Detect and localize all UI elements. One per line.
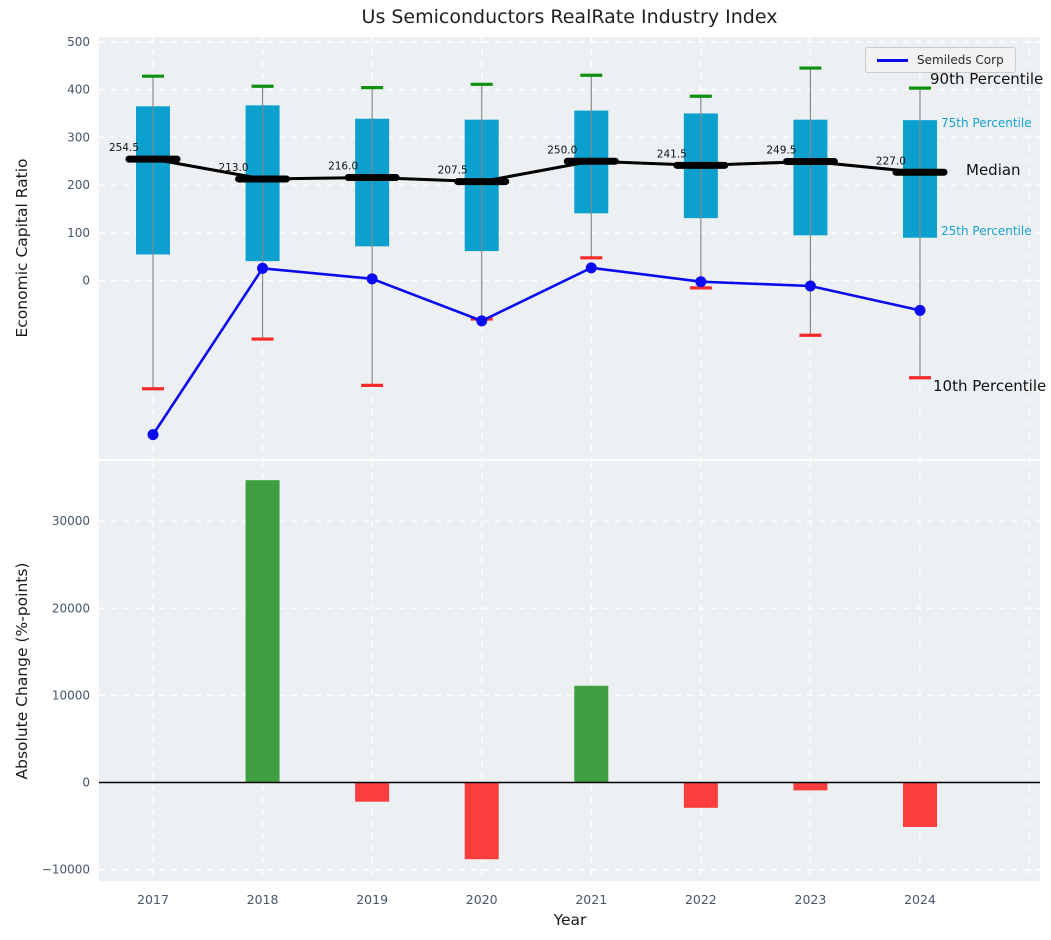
top-y-tick-label: 300	[67, 130, 90, 144]
legend-label: Semileds Corp	[917, 53, 1004, 67]
semileds-point	[147, 429, 159, 441]
semileds-point	[695, 276, 707, 288]
median-value-label: 207.5	[438, 165, 468, 177]
top-y-tick-label: 500	[67, 35, 90, 49]
bottom-y-tick-label: 30000	[52, 514, 90, 528]
bottom-plot-area	[99, 461, 1040, 881]
median-value-label: 227.0	[876, 155, 906, 167]
bottom-y-tick-label: 10000	[52, 688, 90, 702]
annotation-median: Median	[966, 161, 1021, 179]
bottom-y-tick-label: −10000	[42, 863, 90, 877]
change-bar	[902, 782, 937, 827]
annotation-90th-percentile: 90th Percentile	[930, 70, 1044, 88]
x-tick-label: 2020	[466, 892, 498, 907]
change-bar	[793, 782, 828, 791]
bottom-y-axis-label: Absolute Change (%-points)	[13, 562, 31, 780]
change-bar	[464, 782, 499, 860]
change-bar	[245, 480, 280, 783]
change-bar	[355, 782, 390, 802]
semileds-point	[257, 262, 269, 274]
semileds-point	[476, 315, 488, 327]
annotation-25th-percentile: 25th Percentile	[941, 224, 1032, 238]
top-plot-area	[99, 37, 1040, 459]
top-y-tick-label: 200	[67, 178, 90, 192]
median-value-label: 213.0	[219, 162, 249, 174]
x-tick-label: 2022	[685, 892, 717, 907]
bottom-y-tick-label: 0	[82, 776, 90, 790]
x-axis-label: Year	[553, 911, 587, 929]
bottom-y-tick-label: 20000	[52, 601, 90, 615]
top-y-tick-label: 400	[67, 83, 90, 97]
change-bar	[574, 685, 609, 783]
x-tick-label: 2021	[575, 892, 607, 907]
top-y-tick-label: 0	[82, 274, 90, 288]
median-value-label: 216.0	[328, 161, 358, 173]
x-tick-label: 2023	[795, 892, 827, 907]
annotation-75th-percentile: 75th Percentile	[941, 116, 1032, 130]
median-value-label: 241.5	[657, 148, 687, 160]
semileds-point	[914, 304, 926, 316]
top-y-tick-label: 100	[67, 226, 90, 240]
x-tick-label: 2017	[137, 892, 169, 907]
x-tick-label: 2018	[247, 892, 279, 907]
x-tick-label: 2019	[356, 892, 388, 907]
top-y-axis-label: Economic Capital Ratio	[13, 158, 31, 338]
x-tick-label: 2024	[904, 892, 936, 907]
median-value-label: 249.5	[766, 144, 796, 156]
median-value-label: 254.5	[109, 142, 139, 154]
semileds-point	[804, 280, 816, 292]
semileds-line	[151, 266, 921, 436]
semileds-point	[366, 273, 378, 285]
chart-title: Us Semiconductors RealRate Industry Inde…	[361, 6, 778, 28]
legend: Semileds Corp	[865, 47, 1016, 73]
median-value-label: 250.0	[547, 144, 577, 156]
annotation-10th-percentile: 10th Percentile	[933, 377, 1047, 395]
legend-line-swatch	[877, 58, 908, 62]
change-bar	[683, 782, 718, 808]
semileds-point	[585, 262, 597, 274]
